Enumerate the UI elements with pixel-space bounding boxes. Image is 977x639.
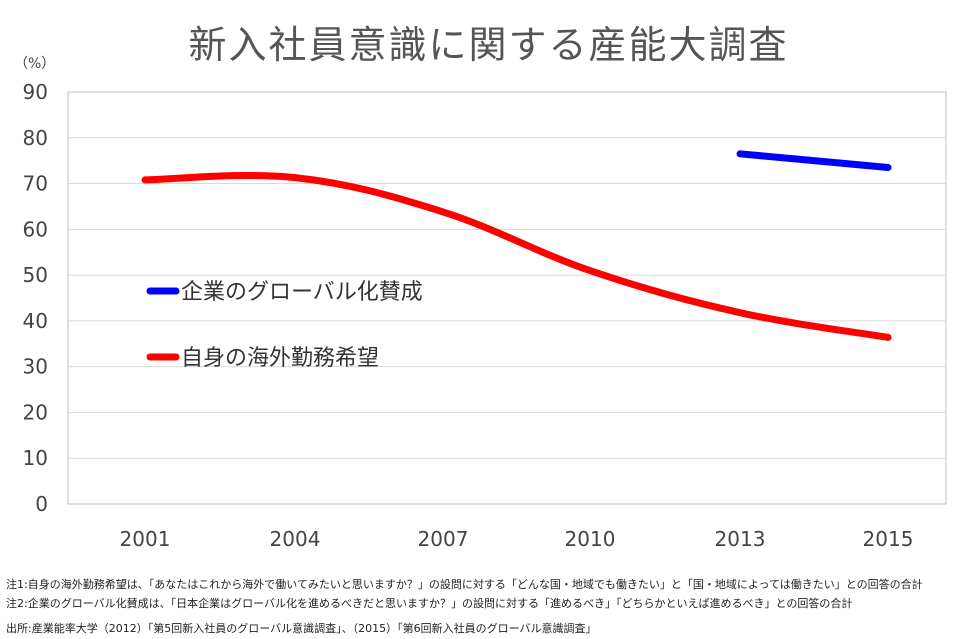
y-tick-label: 30: [23, 355, 48, 379]
y-tick-label: 90: [23, 80, 48, 104]
source-note: 出所:産業能率大学（2012）「第5回新入社員のグローバル意識調査」、（2015…: [6, 622, 597, 635]
series-line-2: [141, 171, 892, 341]
y-tick-label: 40: [23, 309, 48, 333]
y-axis-ticks: 0 10 20 30 40 50 60 70 80 90: [23, 80, 48, 516]
y-tick-label: 20: [23, 400, 48, 424]
legend-label: 自身の海外勤務希望: [181, 346, 379, 371]
x-axis-ticks: 2001 2004 2007 2010 2013 2015: [120, 527, 914, 551]
y-tick-label: 10: [23, 446, 48, 470]
series-line-1: [736, 150, 892, 172]
x-tick-label: 2010: [565, 527, 616, 551]
y-tick-label: 50: [23, 263, 48, 287]
series-lines: [141, 150, 892, 341]
x-tick-label: 2007: [418, 527, 469, 551]
x-tick-label: 2013: [715, 527, 766, 551]
chart-title: 新入社員意識に関する産能大調査: [188, 23, 789, 67]
note-2: 注2:企業のグローバル化賛成は、「日本企業はグローバル化を進めるべきだと思います…: [6, 597, 853, 610]
x-tick-label: 2015: [863, 527, 914, 551]
legend-label: 企業のグローバル化賛成: [181, 280, 423, 305]
y-tick-label: 0: [35, 492, 48, 516]
y-tick-label: 70: [23, 172, 48, 196]
y-tick-label: 60: [23, 217, 48, 241]
y-axis-unit: （%）: [14, 56, 55, 72]
note-1: 注1:自身の海外勤務希望は、「あなたはこれから海外で働いてみたいと思いますか？」…: [6, 578, 923, 591]
x-tick-label: 2001: [120, 527, 171, 551]
x-tick-label: 2004: [270, 527, 321, 551]
y-tick-label: 80: [23, 126, 48, 150]
